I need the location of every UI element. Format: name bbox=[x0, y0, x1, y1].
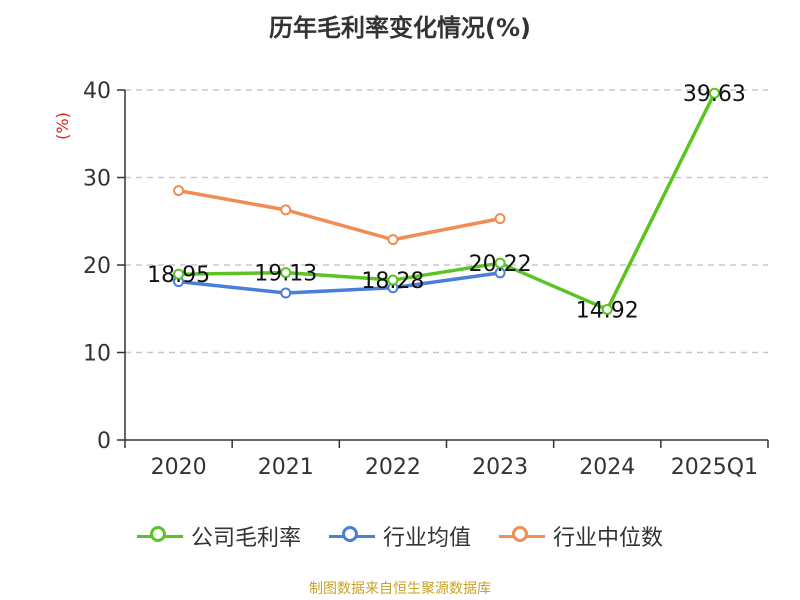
data-point-industry-mean[interactable] bbox=[280, 287, 292, 299]
y-tick-label: 0 bbox=[97, 429, 111, 454]
data-label: 19.13 bbox=[254, 262, 317, 287]
data-label: 39.63 bbox=[683, 82, 746, 107]
series-line-company bbox=[178, 92, 716, 312]
data-point-company[interactable] bbox=[708, 87, 720, 99]
legend-label-industry-median: 行业中位数 bbox=[553, 526, 664, 551]
y-tick-label: 30 bbox=[83, 167, 111, 192]
chart-title: 历年毛利率变化情况(%) bbox=[269, 14, 531, 42]
axes: 0 10 20 30 40 (%) 2020 2021 2022 2023 2024 2025Q1 bbox=[53, 79, 769, 480]
legend-swatch-company bbox=[136, 525, 183, 547]
y-tick-label: 20 bbox=[83, 254, 111, 279]
grid-lines bbox=[125, 89, 768, 354]
x-tick-label: 2025Q1 bbox=[671, 455, 758, 480]
series-line-industry-mean bbox=[178, 271, 501, 295]
series-line-industry-median bbox=[178, 188, 501, 242]
data-point-industry-median[interactable] bbox=[173, 185, 185, 197]
legend-item-industry-mean[interactable]: 行业均值 bbox=[328, 520, 471, 552]
legend-label-industry-mean: 行业均值 bbox=[382, 526, 471, 551]
legend-item-industry-median[interactable]: 行业中位数 bbox=[499, 520, 663, 552]
y-tick-label: 40 bbox=[83, 79, 111, 104]
data-label: 18.28 bbox=[361, 269, 424, 294]
x-tick-label: 2023 bbox=[472, 455, 528, 480]
x-tick-label: 2024 bbox=[579, 455, 635, 480]
data-point-company[interactable] bbox=[387, 274, 399, 286]
y-axis-label: (%) bbox=[53, 112, 72, 140]
x-tick-label: 2021 bbox=[258, 455, 314, 480]
data-point-company[interactable] bbox=[173, 268, 185, 280]
data-label: 18.95 bbox=[147, 263, 210, 288]
legend-swatch-industry-mean bbox=[328, 525, 375, 547]
legend-label-company: 公司毛利率 bbox=[190, 526, 301, 551]
x-tick-label: 2022 bbox=[365, 455, 421, 480]
data-point-industry-median[interactable] bbox=[387, 234, 399, 246]
source-note: 制图数据来自恒生聚源数据库 bbox=[309, 581, 491, 597]
data-point-company[interactable] bbox=[280, 267, 292, 279]
data-label: 14.92 bbox=[576, 298, 639, 323]
legend-item-company[interactable]: 公司毛利率 bbox=[136, 520, 301, 552]
y-tick-label: 10 bbox=[83, 342, 111, 367]
series bbox=[173, 87, 720, 315]
legend: 公司毛利率 行业均值 行业中位数 bbox=[0, 520, 800, 552]
data-label: 20.22 bbox=[469, 252, 532, 277]
data-point-company[interactable] bbox=[494, 257, 506, 269]
x-tick-label: 2020 bbox=[151, 455, 207, 480]
data-point-company[interactable] bbox=[601, 303, 613, 315]
legend-swatch-industry-median bbox=[499, 525, 545, 547]
data-point-industry-median[interactable] bbox=[494, 213, 506, 225]
data-point-industry-median[interactable] bbox=[280, 204, 292, 216]
data-labels: 18.95 19.13 18.28 20.22 14.92 39.63 bbox=[147, 82, 746, 323]
